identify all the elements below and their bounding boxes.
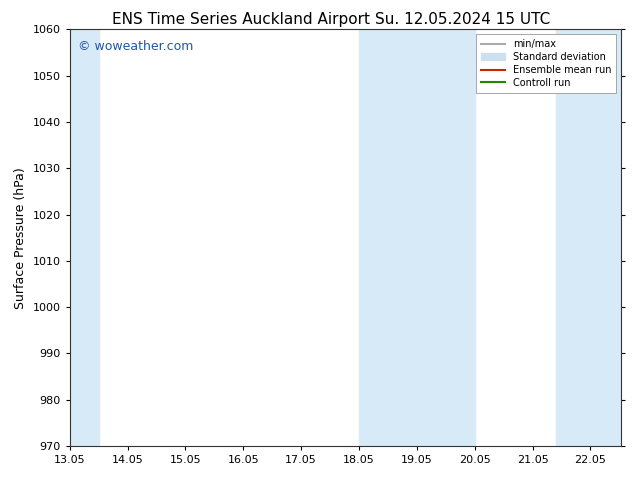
- Y-axis label: Surface Pressure (hPa): Surface Pressure (hPa): [14, 167, 27, 309]
- Legend: min/max, Standard deviation, Ensemble mean run, Controll run: min/max, Standard deviation, Ensemble me…: [476, 34, 616, 93]
- Bar: [556, 29, 621, 446]
- Text: Su. 12.05.2024 15 UTC: Su. 12.05.2024 15 UTC: [375, 12, 550, 27]
- Bar: [359, 29, 475, 446]
- Text: © woweather.com: © woweather.com: [78, 40, 193, 53]
- Text: ENS Time Series Auckland Airport: ENS Time Series Auckland Airport: [112, 12, 370, 27]
- Bar: [70, 29, 99, 446]
